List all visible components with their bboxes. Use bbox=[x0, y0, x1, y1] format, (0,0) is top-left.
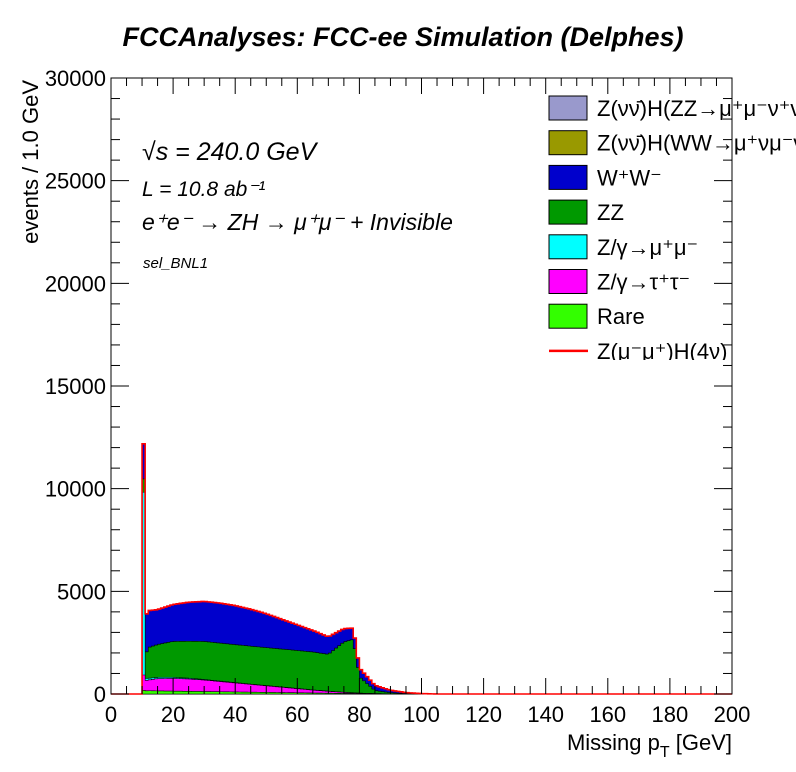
legend-swatch bbox=[548, 164, 588, 190]
signal-line bbox=[111, 443, 732, 695]
y-tick-label: 10000 bbox=[45, 477, 106, 502]
annotation-process: e⁺e⁻ → ZH → μ⁺μ⁻ + Invisible bbox=[142, 209, 453, 235]
legend-label: Z(νν̄)H(ZZ→μ⁺μ⁻ν⁺ν⁻) bbox=[597, 96, 796, 121]
x-tick-label: 120 bbox=[465, 702, 502, 727]
legend-label: Z(μ⁻μ⁺)H(4ν) bbox=[597, 339, 727, 364]
axes: 0 20 40 60 80 100 120 140 160 180 200 0 5000 10000 150… bbox=[45, 66, 751, 727]
legend-label: Z/γ→τ⁺τ⁻ bbox=[597, 270, 690, 295]
x-tick-label: 60 bbox=[285, 702, 309, 727]
legend: Z(νν̄)H(ZZ→μ⁺μ⁻ν⁺ν⁻) Z(νν̄)H(WW→μ⁺νμ⁻ν) W⁺… bbox=[548, 95, 796, 364]
legend-swatch bbox=[548, 303, 588, 329]
chart-title: FCCAnalyses: FCC-ee Simulation (Delphes) bbox=[122, 22, 683, 52]
x-tick-label: 80 bbox=[347, 702, 371, 727]
legend-swatch bbox=[548, 199, 588, 225]
x-tick-label: 20 bbox=[161, 702, 185, 727]
x-tick-label: 40 bbox=[223, 702, 247, 727]
legend-swatch bbox=[548, 130, 588, 156]
y-tick-label: 5000 bbox=[57, 579, 106, 604]
y-tick-label: 0 bbox=[94, 682, 106, 707]
x-tick-label: 100 bbox=[403, 702, 440, 727]
y-tick-label: 15000 bbox=[45, 374, 106, 399]
plot-frame bbox=[110, 77, 733, 695]
legend-label: ZZ bbox=[597, 200, 624, 225]
x-tick-label: 0 bbox=[105, 702, 117, 727]
legend-swatch bbox=[548, 269, 588, 294]
legend-label: Rare bbox=[597, 304, 645, 329]
x-tick-label: 180 bbox=[652, 702, 689, 727]
y-tick-label: 20000 bbox=[45, 271, 106, 296]
y-tick-label: 30000 bbox=[45, 66, 106, 91]
x-tick-label: 140 bbox=[527, 702, 564, 727]
x-axis-label: Missing pT [GeV] bbox=[567, 730, 732, 761]
legend-label: Z(νν̄)H(WW→μ⁺νμ⁻ν) bbox=[597, 131, 796, 156]
signal-histogram bbox=[111, 443, 732, 695]
legend-swatch bbox=[548, 234, 588, 260]
annotation-lumi: L = 10.8 ab⁻¹ bbox=[142, 178, 265, 201]
legend-swatch bbox=[548, 95, 588, 121]
x-tick-label: 160 bbox=[589, 702, 626, 727]
y-tick-label: 25000 bbox=[45, 169, 106, 194]
y-axis-label: events / 1.0 GeV bbox=[18, 80, 43, 244]
legend-label: Z/γ→μ⁺μ⁻ bbox=[597, 235, 698, 260]
x-tick-label: 200 bbox=[714, 702, 751, 727]
legend-label: W⁺W⁻ bbox=[597, 165, 662, 190]
annotation-sqrt-s: √s = 240.0 GeV bbox=[142, 138, 319, 166]
annotation-selection: sel_BNL1 bbox=[143, 255, 208, 272]
